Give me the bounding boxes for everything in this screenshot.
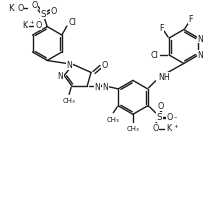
Text: Cl: Cl: [69, 18, 77, 26]
Text: F: F: [189, 15, 193, 24]
Text: NH: NH: [159, 73, 170, 82]
Text: S: S: [157, 113, 162, 122]
Text: N: N: [57, 71, 63, 81]
Text: N: N: [102, 82, 108, 91]
Text: K: K: [23, 21, 28, 30]
Text: –: –: [174, 113, 177, 119]
Text: F: F: [159, 23, 163, 32]
Text: N: N: [198, 34, 203, 43]
Text: CH₃: CH₃: [126, 126, 139, 132]
Text: +: +: [29, 20, 34, 25]
Text: O: O: [31, 1, 37, 10]
Text: S: S: [40, 10, 46, 19]
Text: O: O: [51, 7, 57, 16]
Text: O: O: [102, 61, 108, 70]
Text: O: O: [152, 124, 159, 133]
Text: K: K: [166, 124, 171, 133]
Text: CH₃: CH₃: [107, 116, 120, 122]
Text: CH₃: CH₃: [63, 98, 75, 104]
Text: Cl: Cl: [150, 51, 158, 60]
Text: O: O: [166, 113, 173, 122]
Text: K: K: [8, 4, 14, 13]
Text: ·: ·: [24, 24, 27, 33]
Text: N: N: [66, 61, 72, 70]
Text: N: N: [94, 82, 100, 91]
Text: +: +: [174, 124, 178, 129]
Text: O: O: [17, 4, 24, 13]
Text: N: N: [198, 51, 203, 60]
Text: O: O: [35, 21, 41, 30]
Text: +·: +·: [14, 4, 21, 9]
Text: O: O: [157, 102, 164, 111]
